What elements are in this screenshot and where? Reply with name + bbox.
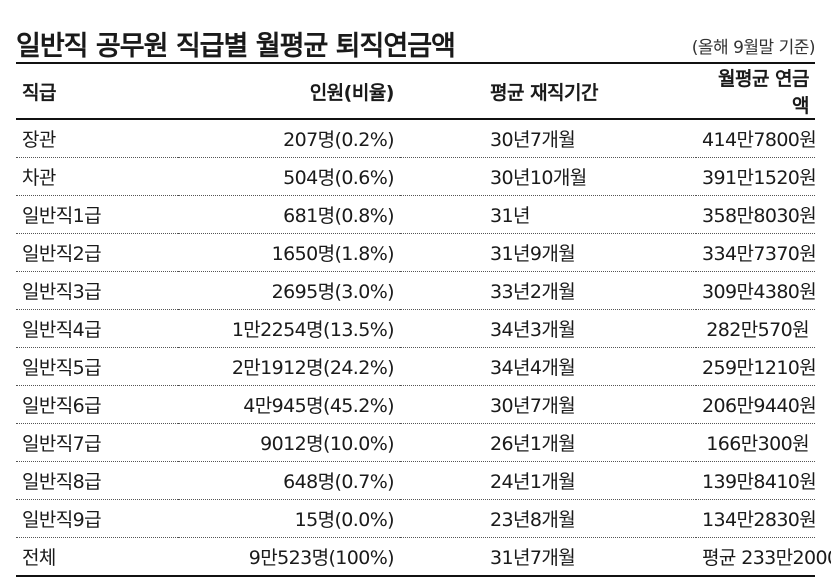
cell-service: 31년: [400, 195, 696, 234]
cell-service: 31년9개월: [400, 233, 696, 272]
cell-pension: 414만7800원: [696, 119, 817, 158]
cell-grade: 장관: [16, 119, 178, 158]
cell-grade: 일반직4급: [16, 309, 178, 348]
cell-count: 681명(0.8%): [178, 195, 400, 234]
cell-count: 9012명(10.0%): [178, 423, 400, 462]
cell-grade: 일반직1급: [16, 195, 178, 234]
cell-count: 648명(0.7%): [178, 461, 400, 500]
cell-service: 30년7개월: [400, 385, 696, 424]
table-row: 일반직7급 9012명(10.0%) 26년1개월 166만300원: [16, 423, 815, 462]
cell-grade: 차관: [16, 157, 178, 196]
cell-pension: 309만4380원: [696, 271, 817, 310]
cell-pension: 282만570원: [696, 309, 815, 348]
cell-pension: 334만7370원: [696, 233, 817, 272]
col-header-pension: 월평균 연금액: [696, 63, 815, 120]
cell-count: 15명(0.0%): [178, 499, 400, 538]
cell-count: 1650명(1.8%): [178, 233, 400, 272]
cell-service: 34년4개월: [400, 347, 696, 386]
table-row: 일반직3급 2695명(3.0%) 33년2개월 309만4380원: [16, 271, 817, 310]
table-row: 일반직8급 648명(0.7%) 24년1개월 139만8410원: [16, 461, 817, 500]
cell-grade: 일반직6급: [16, 385, 178, 424]
table-row: 일반직1급 681명(0.8%) 31년 358만8030원: [16, 195, 817, 234]
cell-service: 33년2개월: [400, 271, 696, 310]
cell-service: 30년7개월: [400, 119, 696, 158]
cell-grade: 일반직3급: [16, 271, 178, 310]
table-row: 일반직6급 4만945명(45.2%) 30년7개월 206만9440원: [16, 385, 817, 424]
table-row: 일반직5급 2만1912명(24.2%) 34년4개월 259만1210원: [16, 347, 817, 386]
cell-service: 26년1개월: [400, 423, 696, 462]
cell-service: 34년3개월: [400, 309, 696, 348]
cell-count: 504명(0.6%): [178, 157, 400, 196]
cell-service: 30년10개월: [400, 157, 696, 196]
cell-grade: 일반직9급: [16, 499, 178, 538]
cell-count: 1만2254명(13.5%): [178, 309, 400, 348]
cell-count: 207명(0.2%): [178, 119, 400, 158]
table-row: 차관 504명(0.6%) 30년10개월 391만1520원: [16, 157, 817, 196]
cell-pension: 166만300원: [696, 423, 815, 462]
cell-grade: 일반직5급: [16, 347, 178, 386]
cell-pension: 259만1210원: [696, 347, 817, 386]
cell-service: 24년1개월: [400, 461, 696, 500]
cell-grade: 일반직7급: [16, 423, 178, 462]
date-note: (올해 9월말 기준): [691, 38, 816, 58]
col-header-service: 평균 재직기간: [400, 63, 696, 120]
cell-count: 2695명(3.0%): [178, 271, 400, 310]
cell-count: 2만1912명(24.2%): [178, 347, 400, 386]
table-row: 일반직9급 15명(0.0%) 23년8개월 134만2830원: [16, 499, 817, 538]
cell-pension: 391만1520원: [696, 157, 817, 196]
cell-grade: 일반직8급: [16, 461, 178, 500]
header-row: 직급 인원(비율) 평균 재직기간 월평균 연금액: [16, 63, 815, 120]
infographic: 일반직 공무원 직급별 월평균 퇴직연금액 (올해 9월말 기준) 직급 인원(…: [16, 14, 831, 577]
cell-pension: 358만8030원: [696, 195, 817, 234]
table-title: 일반직 공무원 직급별 월평균 퇴직연금액: [16, 31, 456, 62]
title-row: 일반직 공무원 직급별 월평균 퇴직연금액 (올해 9월말 기준): [16, 14, 816, 62]
pension-table: 직급 인원(비율) 평균 재직기간 월평균 연금액 장관 207명(0.2%) 30…: [16, 62, 831, 577]
cell-count: 4만945명(45.2%): [178, 385, 400, 424]
table-row: 일반직4급 1만2254명(13.5%) 34년3개월 282만570원: [16, 309, 815, 348]
cell-service: 23년8개월: [400, 499, 696, 538]
col-header-count: 인원(비율): [178, 63, 400, 120]
table-row: 일반직2급 1650명(1.8%) 31년9개월 334만7370원: [16, 233, 817, 272]
cell-pension: 139만8410원: [696, 461, 817, 500]
table-row: 장관 207명(0.2%) 30년7개월 414만7800원: [16, 119, 817, 158]
cell-pension: 206만9440원: [696, 385, 817, 424]
cell-pension: 134만2830원: [696, 499, 817, 538]
cell-grade: 일반직2급: [16, 233, 178, 272]
col-header-grade: 직급: [16, 63, 178, 120]
